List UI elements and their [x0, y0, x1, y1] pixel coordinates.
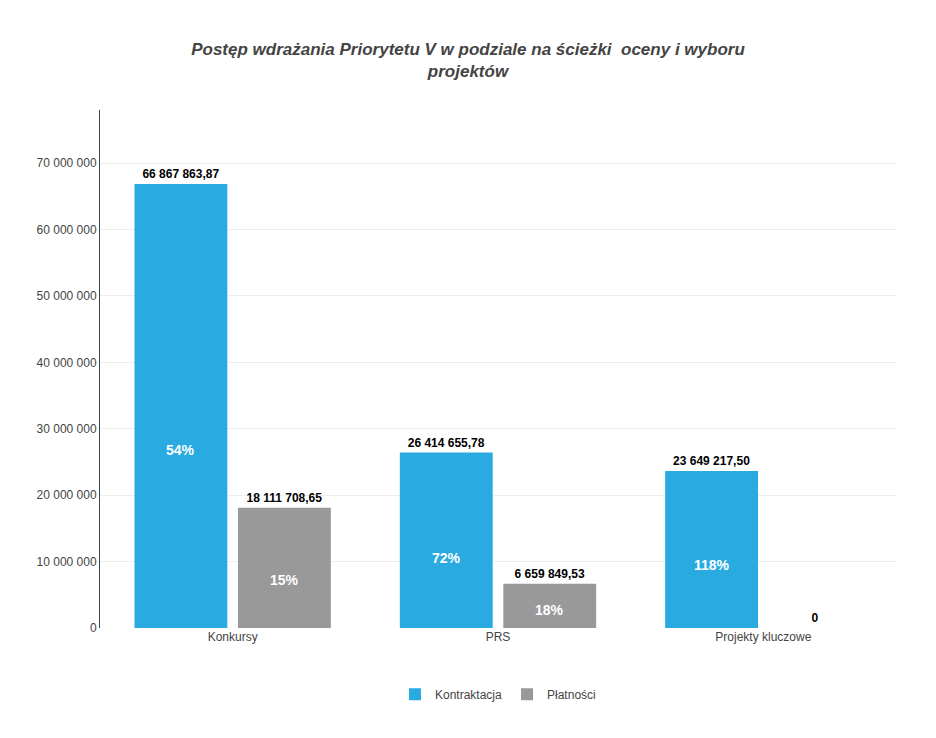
- svg-text:Kontraktacja: Kontraktacja: [435, 688, 502, 702]
- svg-text:Projekty kluczowe: Projekty kluczowe: [715, 630, 811, 644]
- svg-text:18 111 708,65: 18 111 708,65: [247, 491, 323, 505]
- svg-text:66 867 863,87: 66 867 863,87: [142, 167, 219, 181]
- svg-text:PRS: PRS: [486, 630, 511, 644]
- svg-text:118%: 118%: [694, 557, 730, 573]
- svg-text:70 000 000: 70 000 000: [37, 156, 97, 170]
- svg-text:50 000 000: 50 000 000: [37, 289, 97, 303]
- svg-text:72%: 72%: [432, 550, 461, 566]
- svg-text:0: 0: [90, 621, 97, 635]
- svg-text:40 000 000: 40 000 000: [37, 356, 97, 370]
- svg-text:15%: 15%: [270, 572, 299, 588]
- svg-text:20 000 000: 20 000 000: [37, 488, 97, 502]
- svg-text:0: 0: [812, 611, 819, 625]
- svg-text:10 000 000: 10 000 000: [37, 555, 97, 569]
- svg-text:60 000 000: 60 000 000: [37, 223, 97, 237]
- svg-text:Konkursy: Konkursy: [208, 630, 258, 644]
- svg-text:6 659 849,53: 6 659 849,53: [515, 567, 585, 581]
- svg-text:18%: 18%: [535, 602, 564, 618]
- svg-text:54%: 54%: [166, 442, 195, 458]
- svg-text:26 414 655,78: 26 414 655,78: [408, 436, 485, 450]
- svg-text:23 649 217,50: 23 649 217,50: [673, 454, 750, 468]
- svg-text:30 000 000: 30 000 000: [37, 422, 97, 436]
- svg-text:Postęp wdrażania Priorytetu V: Postęp wdrażania Priorytetu V w podziale…: [191, 40, 745, 81]
- svg-text:Płatności: Płatności: [547, 688, 596, 702]
